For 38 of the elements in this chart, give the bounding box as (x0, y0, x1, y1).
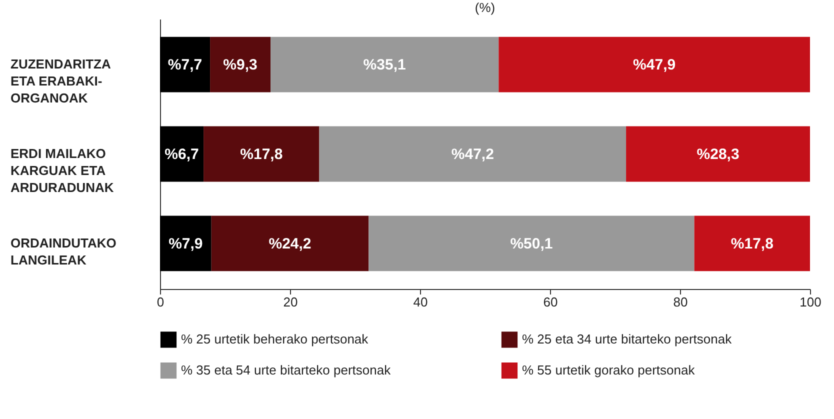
x-tick-label: 80 (673, 294, 688, 310)
x-tick-label: 100 (800, 294, 822, 310)
data-label: %9,3 (223, 56, 258, 74)
bar (626, 126, 810, 182)
data-label: %50,1 (510, 235, 553, 252)
data-label: %7,7 (168, 56, 202, 74)
x-tick-label: 40 (413, 294, 428, 310)
bar (211, 216, 369, 272)
legend-label: % 25 urtetik beherako pertsonak (181, 332, 369, 347)
bar (694, 216, 810, 272)
bar (160, 36, 210, 92)
bar (368, 216, 694, 272)
legend-label: % 25 eta 34 urte bitarteko pertsonak (522, 332, 732, 347)
y-tick-label: ERDI MAILAKO KARGUAK ETA ARDURADUNAK (10, 146, 114, 195)
bar (210, 36, 270, 92)
bar (498, 36, 810, 92)
data-label: %47,2 (451, 146, 494, 163)
bar (204, 126, 320, 182)
bar (160, 216, 212, 272)
legend-label: % 35 eta 54 urte bitarteko pertsonak (181, 362, 392, 378)
x-tick-label: 60 (543, 294, 558, 310)
data-label: %28,3 (696, 146, 740, 163)
data-label: %6,7 (164, 146, 199, 163)
bar (270, 36, 499, 92)
x-tick-label: 20 (283, 294, 298, 310)
data-label: %7,9 (168, 235, 203, 252)
data-label: %17,8 (240, 146, 283, 163)
y-tick-label: ZUZENDARITZA ETA ERABAKI-ORGANOAK (10, 56, 112, 106)
data-label: %35,1 (363, 56, 406, 74)
data-label: %47,9 (633, 56, 676, 74)
x-tick-label: 0 (156, 294, 164, 310)
bar (319, 126, 626, 182)
legend-label: % 55 urtetik gorako pertsonak (522, 362, 696, 378)
y-tick-label: ORDAINDUTAKO LANGILEAK (10, 235, 116, 268)
data-label: %17,8 (730, 235, 774, 252)
chart-title: (%) (474, 0, 496, 15)
bar (160, 126, 204, 182)
data-label: %24,2 (268, 235, 312, 252)
